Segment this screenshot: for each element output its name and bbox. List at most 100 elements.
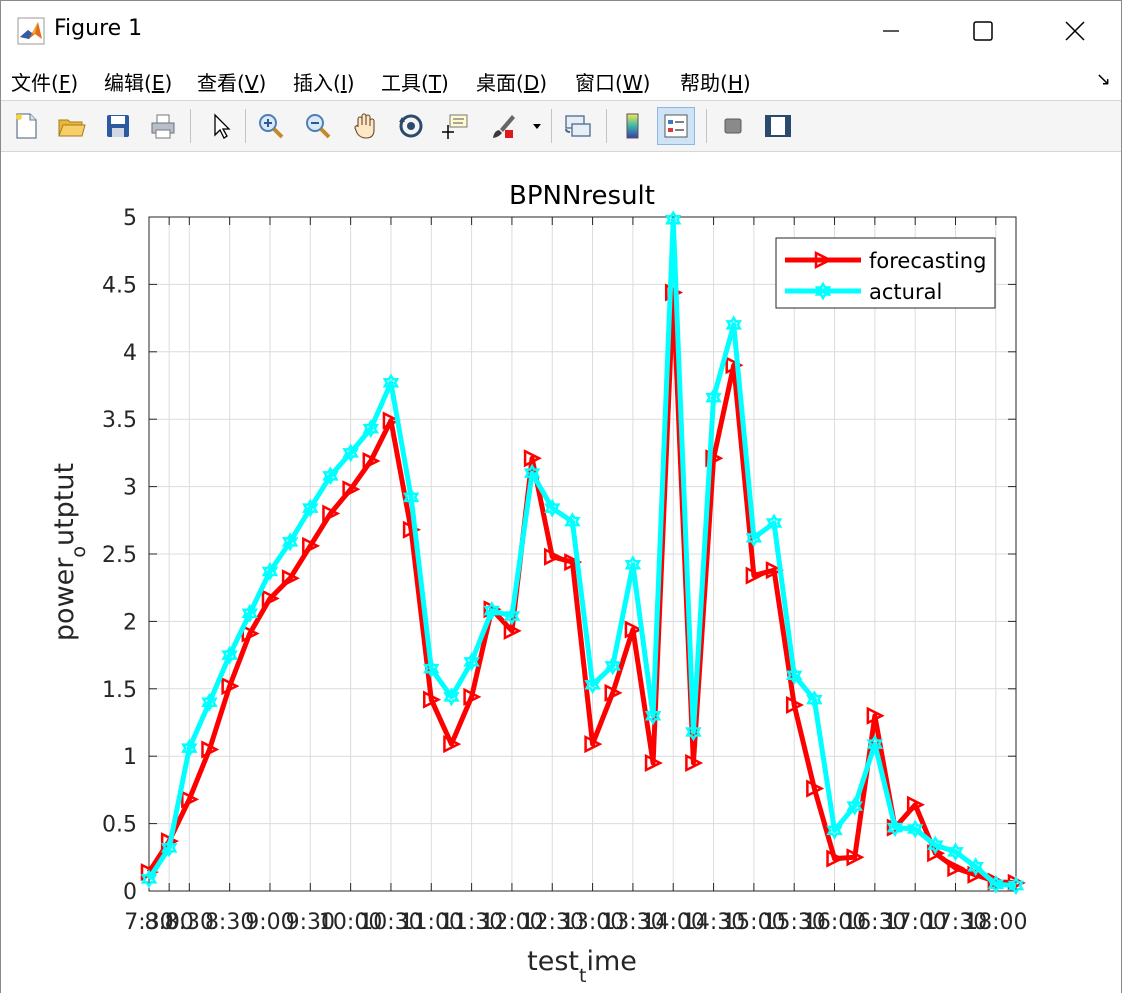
menu-view-label: 查看( — [197, 71, 245, 95]
y-tick-label: 3.5 — [102, 408, 137, 433]
show-plot-tools-button[interactable] — [759, 107, 797, 145]
menu-file[interactable]: 文件(F) — [11, 67, 78, 96]
y-tick-label: 2 — [123, 610, 137, 635]
forecasting-point — [644, 753, 663, 772]
forecasting-point — [281, 569, 300, 588]
data-cursor-button[interactable] — [437, 107, 475, 145]
figure-toolbar — [1, 100, 1121, 152]
actural-point — [624, 555, 642, 575]
actural-point — [947, 842, 964, 862]
bpnn-line-chart[interactable]: 00.511.522.533.544.557:308:008:308:309:0… — [1, 152, 1123, 994]
legend-button[interactable] — [657, 107, 695, 145]
actural-point — [967, 857, 984, 877]
menu-window[interactable]: 窗口(W) — [575, 67, 650, 96]
actural-point — [987, 874, 1005, 894]
brush-icon — [493, 115, 515, 138]
close-button[interactable] — [1029, 1, 1121, 61]
zoom-in-button[interactable] — [252, 107, 290, 145]
x-tick-label: 15:00 — [722, 910, 785, 935]
menu-view[interactable]: 查看(V) — [197, 67, 266, 96]
toolbar-separator — [245, 109, 246, 143]
menu-desktop[interactable]: 桌面(D) — [476, 67, 547, 96]
rotate-3d-button[interactable] — [392, 107, 430, 145]
actural-point — [140, 869, 158, 889]
forecasting-point — [564, 553, 583, 572]
minimize-icon — [883, 30, 899, 32]
minimize-button[interactable] — [845, 1, 937, 61]
x-axis-label: testtime — [527, 946, 637, 987]
x-tick-label: 9:00 — [245, 910, 294, 935]
menu-tools-key: T — [428, 71, 442, 95]
actural-point — [544, 498, 561, 518]
forecasting-point — [342, 480, 361, 499]
forecasting-point — [423, 690, 442, 709]
forecasting-point — [806, 779, 825, 798]
forecasting-point — [443, 735, 462, 754]
x-tick-label: 12:30 — [521, 910, 584, 935]
actural-point — [906, 819, 924, 839]
menu-view-key: V — [244, 71, 259, 95]
x-tick-label: 16:00 — [803, 910, 866, 935]
hide-plot-tools-button[interactable] — [714, 107, 752, 145]
menu-help[interactable]: 帮助(H) — [680, 67, 751, 96]
pan-button[interactable] — [346, 107, 384, 145]
print-button[interactable] — [144, 107, 182, 145]
actural-point — [685, 722, 702, 742]
x-tick-label: 12:00 — [480, 910, 543, 935]
zoom-out-button[interactable] — [299, 107, 337, 145]
data-cursor-icon — [442, 114, 468, 139]
link-plot-icon — [565, 115, 591, 137]
series-actural — [140, 210, 1025, 896]
forecasting-point — [826, 849, 845, 868]
menu-tools[interactable]: 工具(T) — [381, 67, 449, 96]
link-plot-button[interactable] — [559, 107, 597, 145]
hide-plot-tools-icon — [724, 118, 742, 134]
y-axis-label-main: power — [49, 557, 80, 641]
zoom-in-icon — [259, 114, 284, 139]
menu-window-suffix: ) — [642, 71, 651, 95]
menu-desktop-key: D — [523, 71, 540, 95]
actural-point — [604, 656, 621, 676]
save-button[interactable] — [99, 107, 137, 145]
forecasting-point — [302, 536, 321, 555]
y-tick-label: 3 — [123, 476, 137, 501]
legend-label-forecasting: forecasting — [869, 249, 986, 273]
maximize-button[interactable] — [937, 1, 1029, 61]
colorbar-button[interactable] — [613, 107, 651, 145]
forecasting-point — [624, 620, 643, 639]
forecasting-point — [503, 621, 522, 640]
actural-point — [826, 820, 843, 840]
y-axis-label-sub: o — [68, 546, 90, 558]
menu-window-label: 窗口( — [575, 71, 623, 95]
x-tick-label: 10:00 — [319, 910, 382, 935]
edit-plot-button[interactable] — [201, 107, 239, 145]
legend[interactable]: forecasting actural — [775, 237, 996, 309]
actural-point — [584, 675, 601, 695]
menu-insert[interactable]: 插入(I) — [293, 67, 355, 96]
actural-point — [846, 796, 863, 816]
brush-dropdown-button[interactable] — [527, 107, 547, 145]
zoom-out-icon — [306, 114, 331, 139]
axis-ticks: 00.511.522.533.544.557:308:008:308:309:0… — [102, 206, 1028, 935]
y-axis-label-rest: utptut — [49, 463, 80, 546]
forecasting-point — [846, 848, 865, 867]
open-file-button[interactable] — [52, 107, 90, 145]
actural-point — [523, 463, 541, 483]
forecasting-point — [685, 753, 704, 772]
menu-edit-label: 编辑( — [104, 71, 152, 95]
x-tick-label: 7:30 — [124, 910, 173, 935]
x-tick-label: 18:00 — [964, 910, 1027, 935]
y-tick-label: 1.5 — [102, 678, 137, 703]
save-icon — [107, 115, 129, 137]
brush-button[interactable] — [484, 107, 522, 145]
actural-point — [725, 315, 742, 335]
chevron-down-icon — [533, 124, 541, 129]
menu-insert-suffix: ) — [346, 71, 355, 95]
forecasting-point — [322, 504, 341, 523]
new-figure-button[interactable] — [7, 107, 45, 145]
actural-point — [261, 562, 279, 582]
actural-point — [886, 818, 904, 838]
x-tick-label: 9:30 — [286, 910, 335, 935]
dock-figure-icon[interactable]: ↘ — [1095, 69, 1111, 90]
menu-edit[interactable]: 编辑(E) — [104, 67, 172, 96]
